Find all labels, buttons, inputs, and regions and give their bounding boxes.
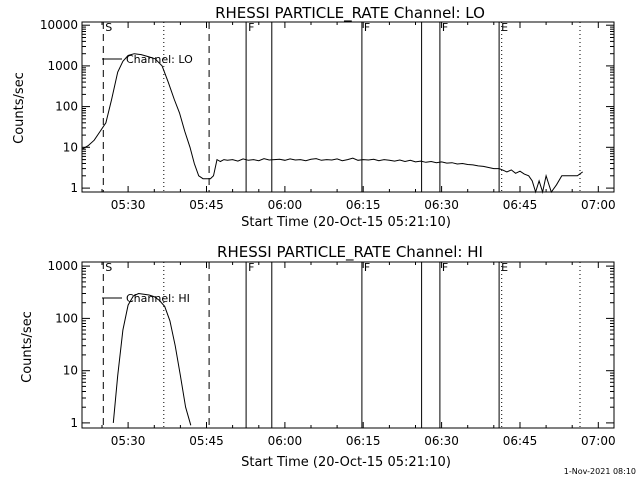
- event-marker-label: F: [364, 261, 370, 274]
- x-tick-label: 06:00: [268, 434, 303, 448]
- series: [112, 292, 192, 426]
- x-tick-label: 05:30: [111, 198, 146, 212]
- panel-lo-channel: RHESSI PARTICLE_RATE Channel: LO S F F F E 0…: [12, 4, 616, 230]
- y-axis: 1 10 100 1000: [47, 259, 614, 430]
- event-marker-label: F: [248, 261, 254, 274]
- x-tick-label: 05:30: [111, 434, 146, 448]
- event-marker-label: E: [501, 21, 508, 34]
- x-tick-label: 06:30: [424, 434, 459, 448]
- y-tick-label: 1000: [47, 259, 78, 273]
- y-axis-label: Counts/sec: [12, 72, 27, 144]
- series: [81, 53, 583, 194]
- legend-label: Channel: HI: [126, 292, 190, 305]
- x-tick-label: 06:30: [424, 198, 459, 212]
- event-marker-label: F: [248, 21, 254, 34]
- x-tick-label: 07:00: [581, 198, 616, 212]
- plot-frame: [81, 21, 615, 193]
- chart-title: RHESSI PARTICLE_RATE Channel: HI: [217, 243, 483, 262]
- event-marker-label: F: [442, 21, 448, 34]
- y-tick-label: 1: [70, 416, 78, 430]
- event-marker-label: F: [364, 21, 370, 34]
- legend: Channel: HI: [102, 292, 190, 305]
- event-marker-label: F: [442, 261, 448, 274]
- x-tick-label: 05:45: [189, 434, 224, 448]
- y-tick-label: 10: [63, 364, 78, 378]
- x-axis: 05:30 05:45 06:00 06:15 06:30 06:45 07:00: [101, 262, 616, 448]
- legend: Channel: LO: [102, 53, 193, 66]
- legend-label: Channel: LO: [126, 53, 193, 66]
- y-tick-label: 100: [55, 100, 78, 114]
- event-marker-label: S: [105, 261, 112, 274]
- y-axis-label: Counts/sec: [20, 311, 35, 383]
- footer-timestamp: 1-Nov-2021 08:10: [564, 467, 636, 476]
- y-tick-label: 10000: [40, 18, 78, 32]
- x-axis: 05:30 05:45 06:00 06:15 06:30 06:45 07:00: [101, 22, 616, 212]
- y-axis: 1 10 100 1000 10000: [40, 18, 614, 195]
- y-tick-label: 10: [63, 140, 78, 154]
- plot-frame: [81, 261, 615, 429]
- series-line: [112, 292, 192, 426]
- series-line: [81, 53, 583, 194]
- event-marker-label: E: [501, 261, 508, 274]
- x-tick-label: 07:00: [581, 434, 616, 448]
- y-tick-label: 100: [55, 311, 78, 325]
- x-tick-label: 06:15: [346, 198, 381, 212]
- x-tick-label: 05:45: [189, 198, 224, 212]
- y-tick-label: 1000: [47, 59, 78, 73]
- x-tick-label: 06:00: [268, 198, 303, 212]
- y-tick-label: 1: [70, 181, 78, 195]
- panel-hi-channel: RHESSI PARTICLE_RATE Channel: HI S F F F E 0…: [20, 243, 616, 470]
- x-tick-label: 06:45: [503, 434, 538, 448]
- x-tick-label: 06:45: [503, 198, 538, 212]
- event-marker-label: S: [105, 21, 112, 34]
- x-axis-label: Start Time (20-Oct-15 05:21:10): [241, 215, 451, 230]
- chart-title: RHESSI PARTICLE_RATE Channel: LO: [215, 4, 485, 23]
- x-axis-label: Start Time (20-Oct-15 05:21:10): [241, 455, 451, 470]
- x-tick-label: 06:15: [346, 434, 381, 448]
